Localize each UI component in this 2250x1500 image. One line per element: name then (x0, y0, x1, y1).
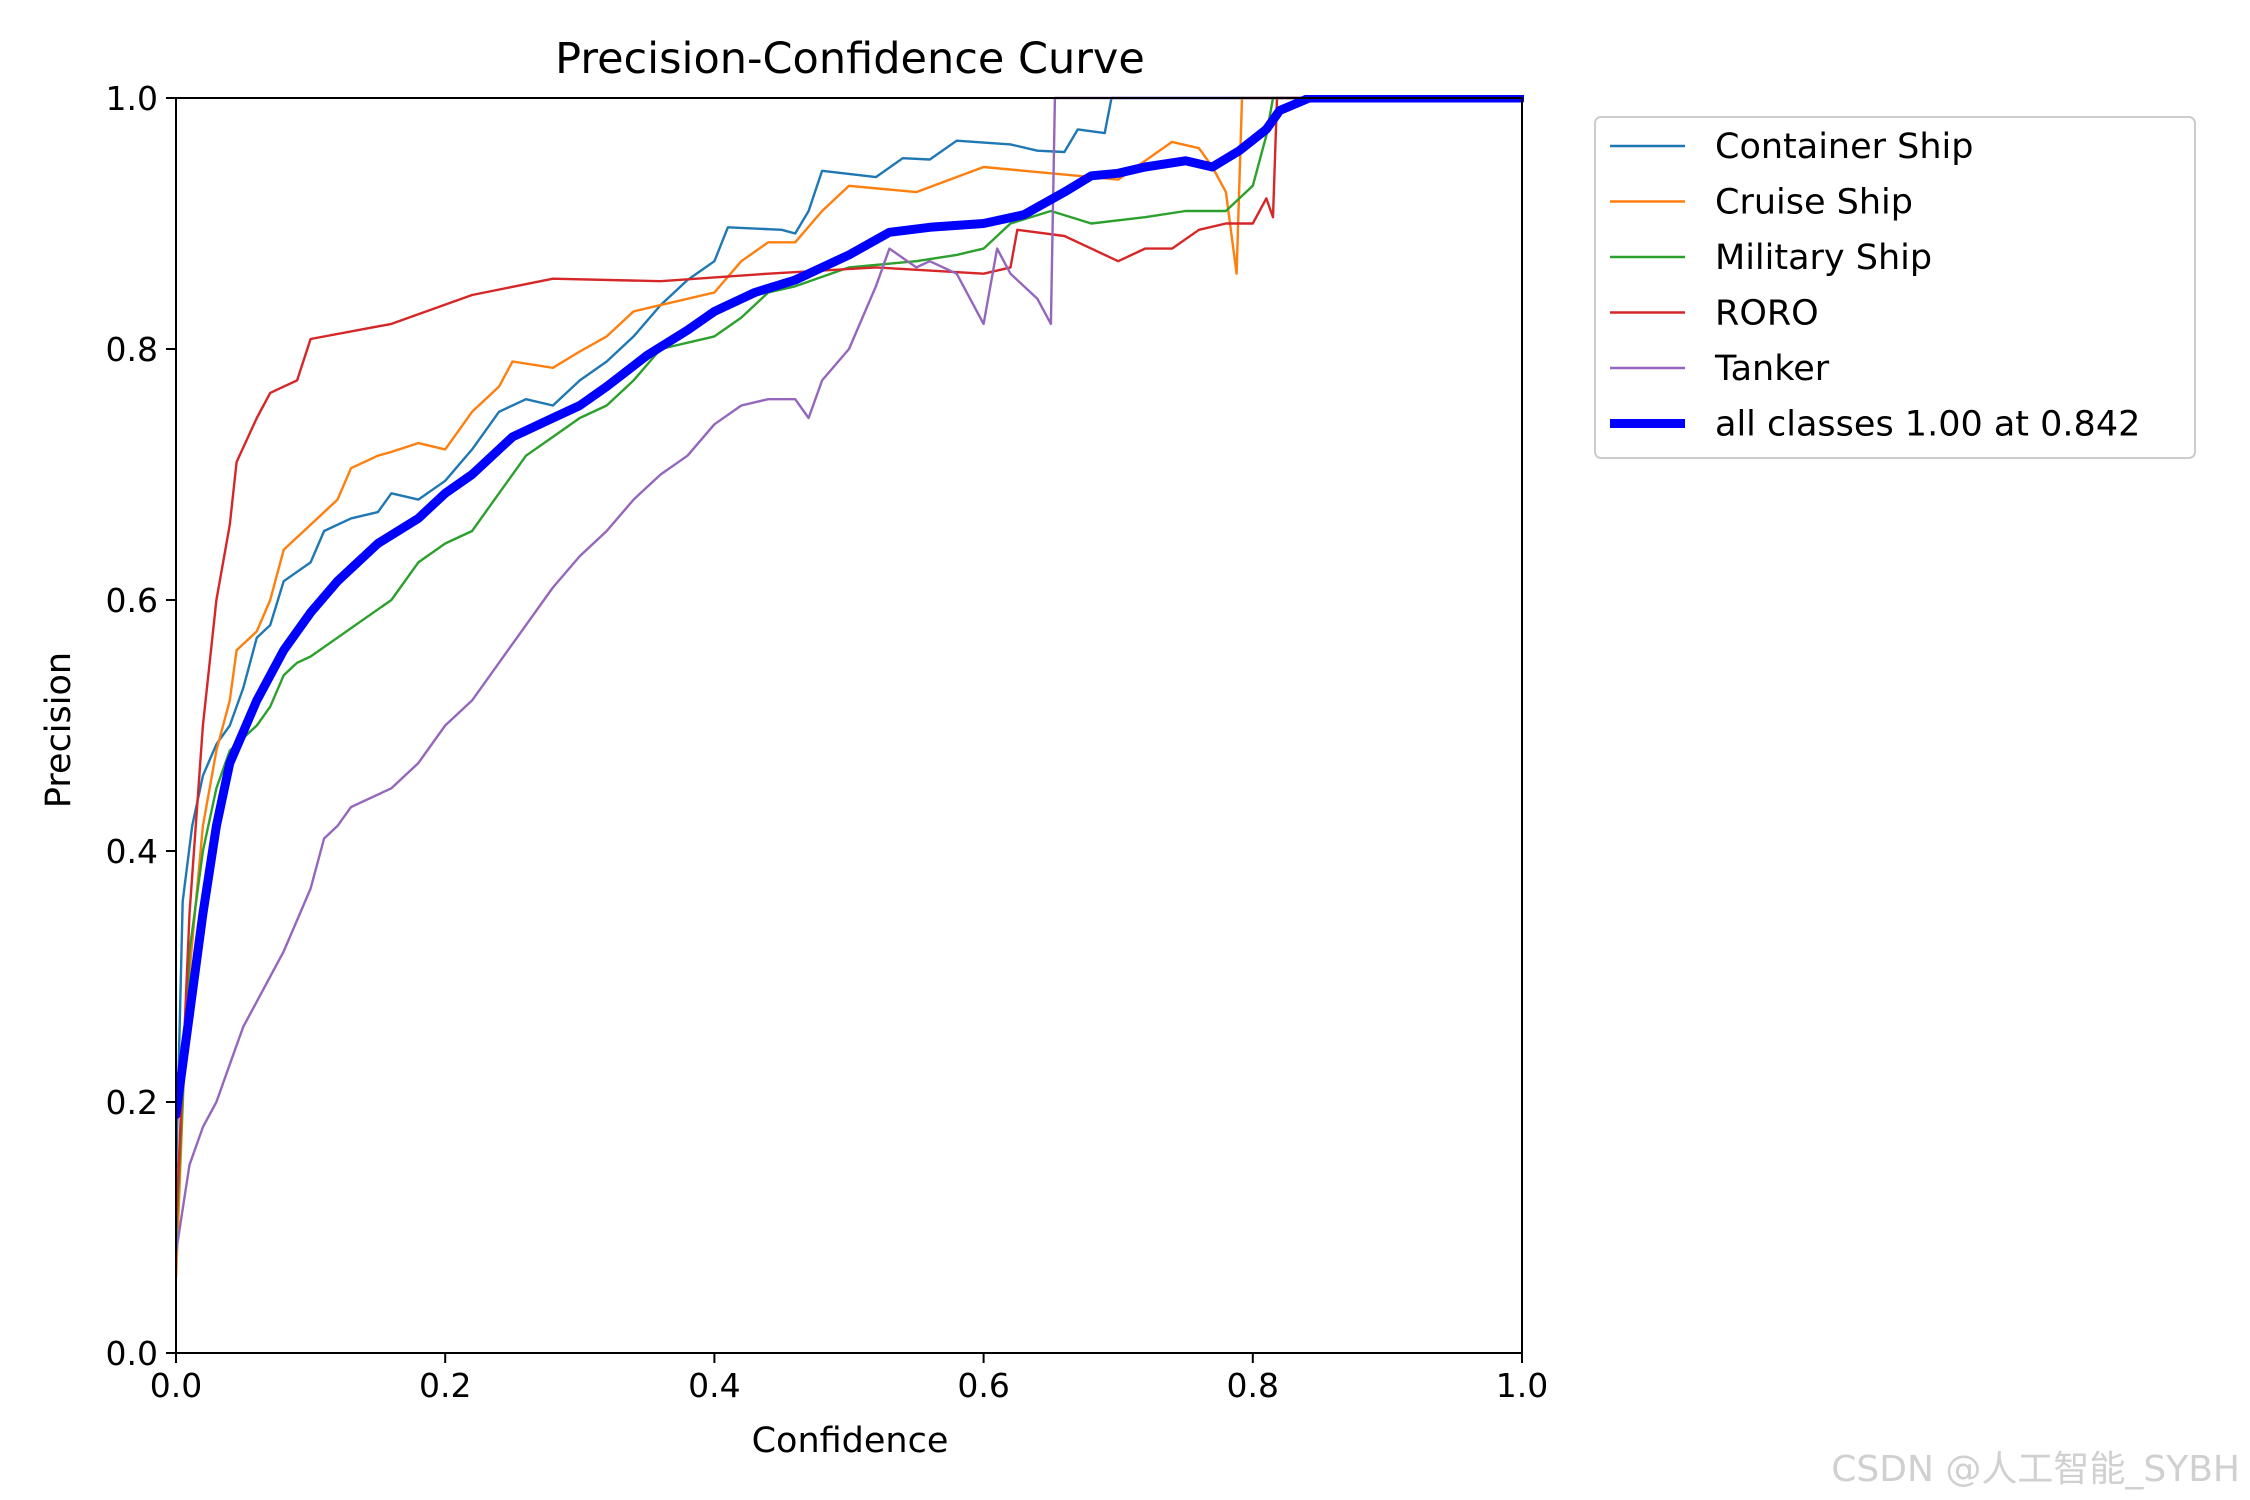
x-tick-label: 0.8 (1227, 1366, 1279, 1405)
y-tick-label: 0.0 (106, 1334, 158, 1373)
x-tick-label: 0.0 (150, 1366, 202, 1405)
x-axis-label: Confidence (752, 1421, 949, 1461)
legend-label: Military Ship (1715, 238, 1932, 278)
series-line-1 (176, 96, 1524, 1279)
series-line-5 (176, 95, 1524, 1119)
y-tick-label: 1.0 (106, 79, 158, 118)
legend-label: Cruise Ship (1715, 183, 1913, 223)
watermark: CSDN @人工智能_SYBH (1831, 1449, 2240, 1490)
legend-label: RORO (1715, 294, 1819, 334)
x-tick-label: 0.2 (419, 1366, 471, 1405)
y-axis-label: Precision (39, 652, 79, 808)
legend: Container Ship Cruise Ship Military Ship RO… (1594, 116, 2196, 459)
series-line-0 (176, 96, 1524, 1179)
axis-ticks: 0.0 0.2 0.4 0.6 0.8 1.0 0.0 0.2 0.4 0.6 0.8 1.0 (106, 79, 1549, 1405)
series-line-2 (176, 96, 1524, 1242)
legend-box (1594, 116, 2196, 459)
y-tick-label: 0.6 (106, 581, 158, 620)
chart-title: Precision-Confidence Curve (555, 34, 1145, 84)
y-tick-label: 0.8 (106, 330, 158, 369)
plot-frame (175, 97, 1523, 1354)
x-tick-label: 0.4 (688, 1366, 740, 1405)
series-line-4 (176, 96, 1524, 1254)
legend-label: all classes 1.00 at 0.842 (1715, 405, 2140, 445)
legend-label: Container Ship (1715, 127, 1974, 167)
y-tick-label: 0.2 (106, 1083, 158, 1122)
series-lines (176, 95, 1524, 1279)
y-tick-label: 0.4 (106, 832, 158, 871)
legend-label: Tanker (1714, 349, 1830, 389)
x-tick-label: 1.0 (1496, 1366, 1548, 1405)
x-tick-label: 0.6 (957, 1366, 1009, 1405)
